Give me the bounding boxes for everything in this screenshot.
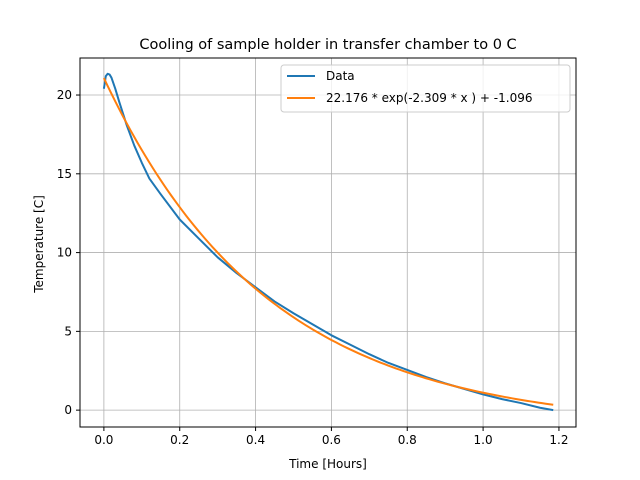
series-line-fit (102, 77, 554, 406)
legend-box (280, 64, 571, 113)
legend-label-data: Data (326, 69, 355, 83)
y-tick-label: 20 (57, 88, 72, 102)
y-tick-label: 15 (57, 167, 72, 181)
y-tick-label: 0 (64, 403, 72, 417)
axes-frame (79, 57, 577, 428)
legend-label-fit: 22.176 * exp(-2.309 * x ) + -1.096 (326, 91, 532, 105)
grid (80, 58, 576, 427)
chart-title: Cooling of sample holder in transfer cha… (139, 37, 516, 53)
x-tick-label: 0.0 (94, 433, 113, 447)
x-tick-label: 0.8 (398, 433, 417, 447)
x-tick-label: 0.6 (322, 433, 341, 447)
x-axis-ticks: 0.0 0.2 0.4 0.6 0.8 1.0 1.2 (94, 427, 568, 447)
x-tick-label: 0.4 (246, 433, 265, 447)
x-tick-label: 1.0 (474, 433, 493, 447)
legend: Data 22.176 * exp(-2.309 * x ) + -1.096 (280, 64, 571, 113)
y-axis-label: Temperature [C] (32, 195, 46, 294)
plot-series (102, 72, 554, 412)
y-axis-ticks: 0 5 10 15 20 (57, 88, 80, 417)
y-tick-label: 10 (57, 246, 72, 260)
x-tick-label: 0.2 (170, 433, 189, 447)
x-axis-label: Time [Hours] (288, 457, 367, 471)
y-tick-label: 5 (64, 324, 72, 338)
x-tick-label: 1.2 (549, 433, 568, 447)
